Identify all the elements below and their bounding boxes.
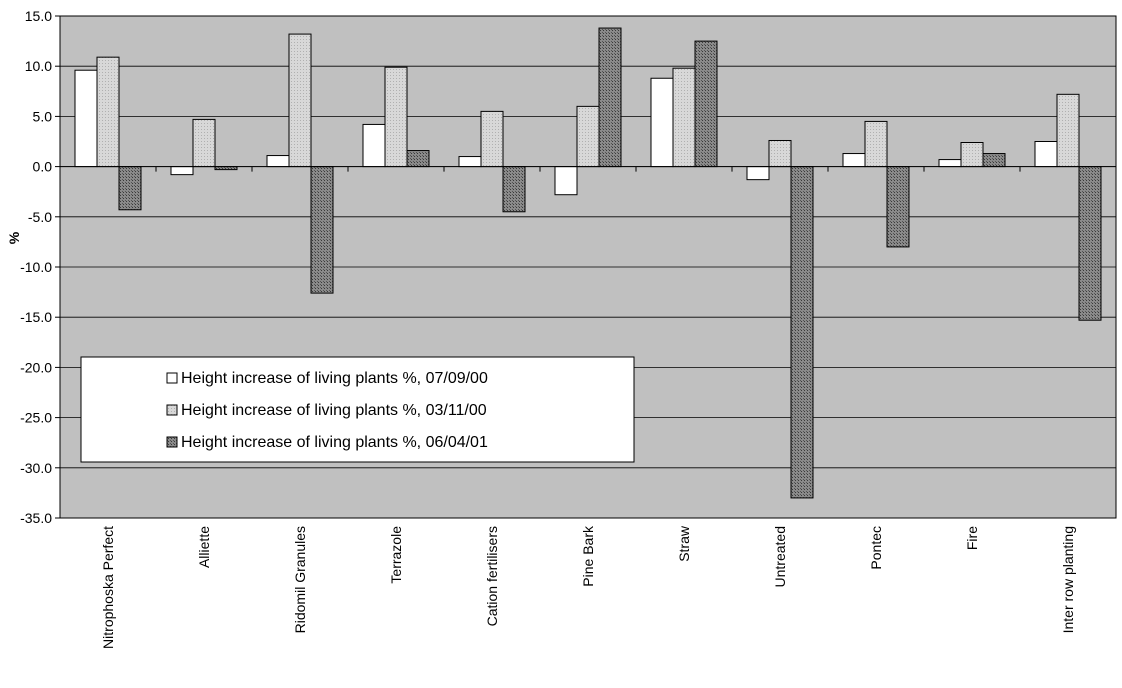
- y-tick-label: 0.0: [33, 159, 53, 175]
- bar-1-pine-bark: [554, 166, 578, 196]
- bar-1-nitrophoska-perfect: [74, 69, 98, 168]
- bar-2-straw: [672, 67, 696, 168]
- bar-3-untreated: [790, 166, 814, 499]
- y-axis-title: %: [6, 231, 22, 244]
- legend-swatch: [166, 404, 178, 416]
- y-tick-label: -20.0: [20, 359, 52, 375]
- legend: Height increase of living plants %, 07/0…: [80, 356, 635, 463]
- legend-swatch: [166, 372, 178, 384]
- x-category-label: Cation fertilisers: [484, 526, 500, 626]
- bar-2-ridomil-granules: [288, 33, 312, 168]
- bar-2-pine-bark: [576, 105, 600, 168]
- bar-3-nitrophoska-perfect: [118, 166, 142, 211]
- x-category-label: Untreated: [772, 526, 788, 587]
- y-tick-label: -10.0: [20, 259, 52, 275]
- legend-label: Height increase of living plants %, 06/0…: [181, 434, 488, 451]
- bar-1-alliette: [170, 166, 194, 176]
- bar-3-straw: [694, 40, 718, 168]
- legend-swatch: [166, 436, 178, 448]
- bar-1-straw: [650, 77, 674, 168]
- bar-3-cation-fertilisers: [502, 166, 526, 213]
- bar-1-fire: [938, 159, 962, 168]
- bar-3-fire: [982, 153, 1006, 168]
- bars-group: [74, 27, 1102, 499]
- bar-2-nitrophoska-perfect: [96, 56, 120, 168]
- x-category-label: Ridomil Granules: [292, 526, 308, 633]
- y-tick-label: -15.0: [20, 309, 52, 325]
- bar-1-terrazole: [362, 123, 386, 168]
- bar-1-ridomil-granules: [266, 155, 290, 168]
- x-category-label: Nitrophoska Perfect: [100, 526, 116, 649]
- bar-2-terrazole: [384, 66, 408, 168]
- bar-3-terrazole: [406, 150, 430, 168]
- x-category-label: Straw: [676, 525, 692, 562]
- y-tick-label: 10.0: [25, 58, 52, 74]
- bar-2-cation-fertilisers: [480, 110, 504, 168]
- bar-2-alliette: [192, 118, 216, 168]
- legend-label: Height increase of living plants %, 07/0…: [181, 370, 488, 387]
- bar-3-inter-row-planting: [1078, 166, 1102, 321]
- bar-3-ridomil-granules: [310, 166, 334, 294]
- x-category-label: Terrazole: [388, 526, 404, 584]
- y-tick-label: -30.0: [20, 460, 52, 476]
- x-category-label: Alliette: [196, 526, 212, 568]
- x-category-label: Fire: [964, 526, 980, 550]
- bar-3-pontec: [886, 166, 910, 248]
- bar-2-fire: [960, 142, 984, 168]
- bar-1-pontec: [842, 153, 866, 168]
- bar-2-pontec: [864, 120, 888, 168]
- y-tick-label: -5.0: [28, 209, 52, 225]
- bar-3-pine-bark: [598, 27, 622, 168]
- y-tick-label: 15.0: [25, 8, 52, 24]
- x-category-label: Pontec: [868, 526, 884, 570]
- x-category-label: Pine Bark: [580, 525, 596, 587]
- y-tick-label: -35.0: [20, 510, 52, 526]
- bar-2-inter-row-planting: [1056, 93, 1080, 168]
- axes-group: 15.0 10.0 5.0 0.0 -5.0 -10.0 -15.0 -20.0 -25.0 -3…: [6, 8, 1117, 649]
- y-tick-label: -25.0: [20, 410, 52, 426]
- legend-label: Height increase of living plants %, 03/1…: [181, 402, 487, 419]
- x-category-label: Inter row planting: [1060, 526, 1076, 633]
- bar-1-untreated: [746, 166, 770, 181]
- bar-1-cation-fertilisers: [458, 156, 482, 168]
- bar-2-untreated: [768, 139, 792, 168]
- bar-1-inter-row-planting: [1034, 141, 1058, 168]
- y-tick-label: 5.0: [33, 108, 53, 124]
